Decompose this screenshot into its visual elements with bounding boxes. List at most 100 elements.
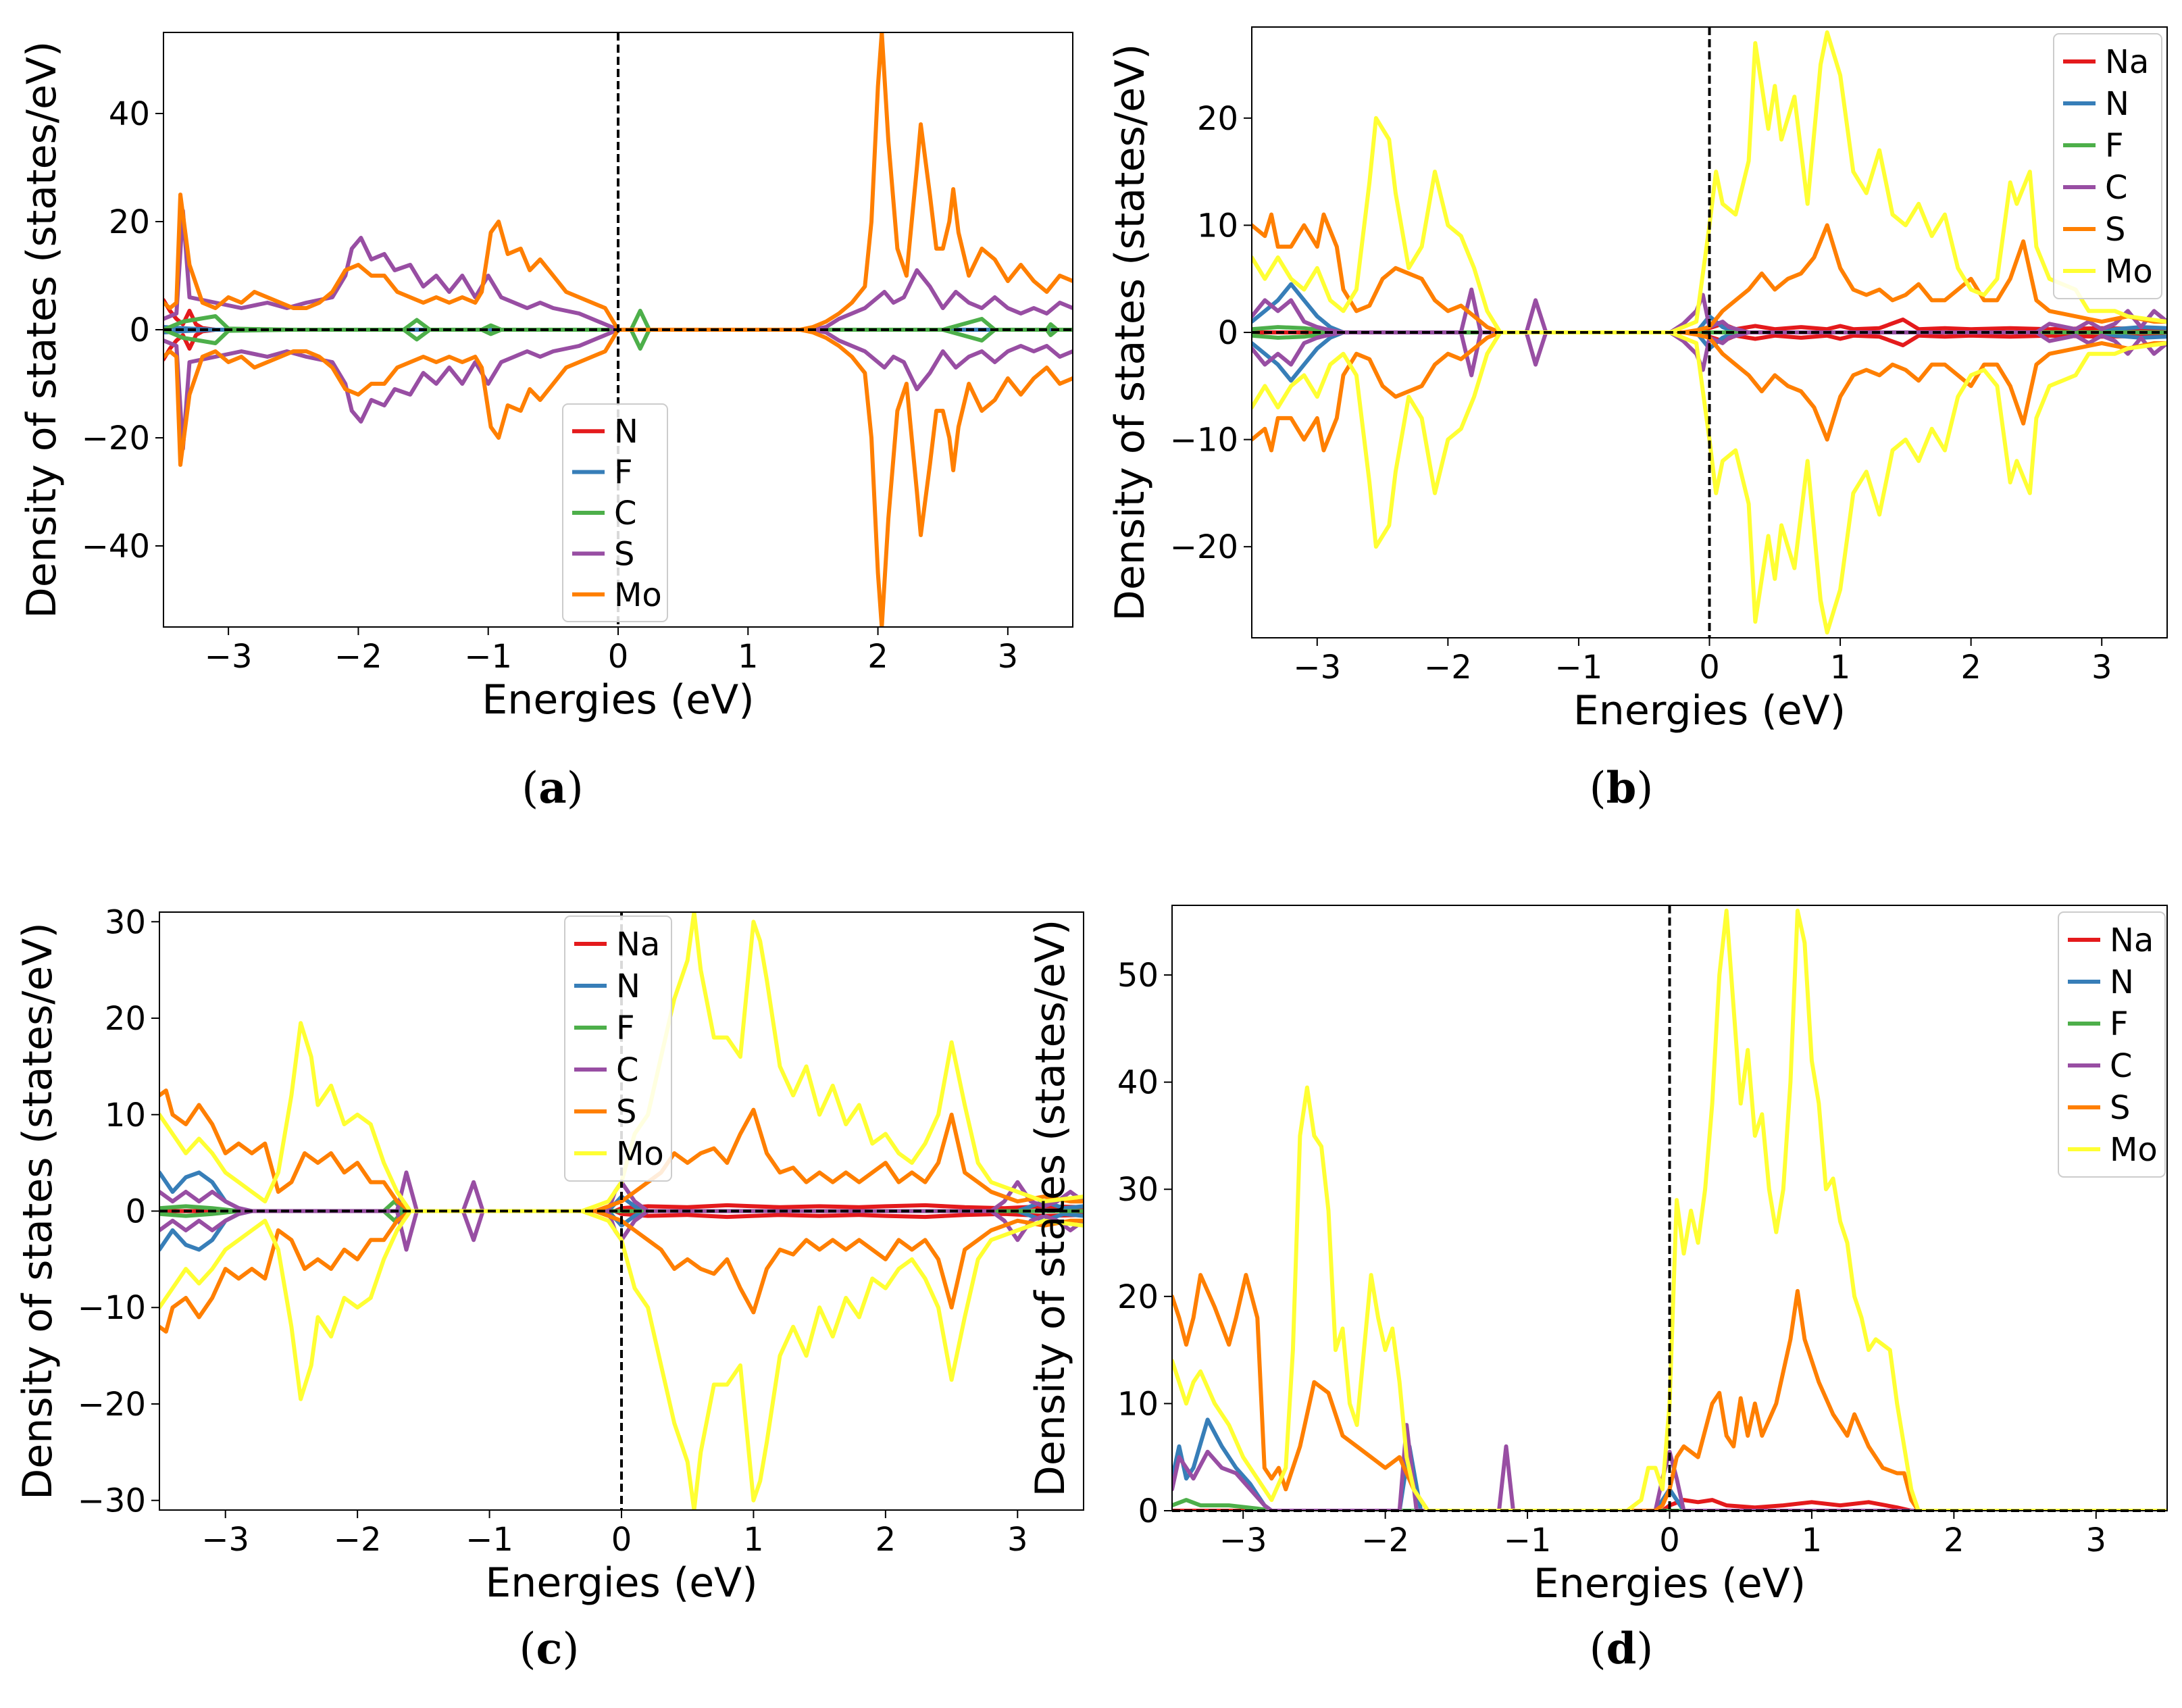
x-tick-label: 2 xyxy=(1944,1522,1964,1559)
x-tick-label: 0 xyxy=(608,638,629,676)
y-tick-label: 20 xyxy=(1197,100,1238,138)
y-tick-label: −30 xyxy=(78,1482,146,1520)
series-line-s-spin-up xyxy=(1252,212,2167,334)
x-tick-label: −2 xyxy=(1424,649,1472,686)
x-tick-label: −3 xyxy=(1219,1522,1267,1559)
series-line-f xyxy=(1172,1498,2167,1511)
y-tick-label: −20 xyxy=(1170,528,1238,566)
y-tick-label: 30 xyxy=(105,903,146,941)
legend-label-mo: Mo xyxy=(2110,1131,2158,1169)
series-line-mo-spin-up xyxy=(159,912,1084,1213)
series-line-mo xyxy=(1172,908,2167,1511)
caption-letter: b xyxy=(1606,763,1637,813)
y-tick-label: 10 xyxy=(1117,1385,1159,1423)
caption-letter: c xyxy=(536,1624,563,1674)
caption-close-paren: ) xyxy=(567,763,584,813)
legend-label-c: C xyxy=(614,495,637,532)
y-tick-label: 0 xyxy=(1217,314,1238,352)
legend-box xyxy=(564,915,672,1182)
y-tick-label: 20 xyxy=(105,1000,146,1038)
caption-open-paren: ( xyxy=(1590,763,1606,813)
y-tick-label: 40 xyxy=(109,95,150,133)
legend-label-na: Na xyxy=(2105,43,2149,81)
x-tick-label: 0 xyxy=(1659,1522,1680,1559)
legend-label-n: N xyxy=(614,413,638,451)
legend-label-n: N xyxy=(616,968,640,1005)
x-tick-label: 1 xyxy=(1802,1522,1823,1559)
caption-close-paren: ) xyxy=(1636,1624,1653,1674)
caption-letter: d xyxy=(1606,1624,1637,1674)
y-tick-label: 20 xyxy=(1117,1278,1159,1316)
y-tick-label: 10 xyxy=(1197,207,1238,245)
y-tick-label: 30 xyxy=(1117,1171,1159,1209)
legend-label-c: C xyxy=(2110,1047,2133,1085)
x-tick-label: 1 xyxy=(738,638,759,676)
y-tick-label: 0 xyxy=(1138,1492,1159,1530)
series-line-s-spin-down xyxy=(159,1209,1084,1334)
x-tick-label: −1 xyxy=(465,1521,513,1559)
legend-label-s: S xyxy=(616,1093,636,1131)
panel-caption: (c) xyxy=(519,1624,580,1674)
legend-label-f: F xyxy=(614,454,633,492)
legend-box xyxy=(562,403,668,622)
caption-letter: a xyxy=(538,763,566,813)
legend-label-c: C xyxy=(2105,169,2128,207)
legend-label-na: Na xyxy=(2110,922,2154,959)
panel-caption: (a) xyxy=(522,763,583,813)
x-tick-label: −1 xyxy=(464,638,512,676)
x-axis-label: Energies (eV) xyxy=(482,676,754,724)
legend-label-mo: Mo xyxy=(2105,253,2153,291)
legend-label-mo: Mo xyxy=(614,576,662,614)
x-tick-label: 1 xyxy=(1830,649,1851,686)
y-tick-label: 10 xyxy=(105,1097,146,1134)
x-tick-label: −2 xyxy=(1361,1522,1409,1559)
series-line-c xyxy=(1172,1423,2167,1511)
legend-label-f: F xyxy=(2110,1005,2129,1043)
series-line-s-spin-down xyxy=(163,328,1073,451)
x-tick-label: 3 xyxy=(2091,649,2112,686)
y-tick-label: −20 xyxy=(78,1386,146,1424)
y-tick-label: 40 xyxy=(1117,1064,1159,1102)
series-line-s-spin-down xyxy=(1252,330,2167,453)
x-tick-label: 0 xyxy=(611,1521,632,1559)
x-tick-label: −3 xyxy=(1293,649,1341,686)
x-tick-label: −1 xyxy=(1504,1522,1552,1559)
series-line-c-spin-up xyxy=(1252,287,2167,334)
x-tick-label: 2 xyxy=(1960,649,1981,686)
series-line-s-spin-up xyxy=(159,1088,1084,1213)
panel-caption: (b) xyxy=(1590,763,1654,813)
y-tick-label: −10 xyxy=(1170,422,1238,459)
legend-label-n: N xyxy=(2105,85,2129,123)
legend-label-s: S xyxy=(614,535,634,573)
x-tick-label: 0 xyxy=(1699,649,1720,686)
legend-label-n: N xyxy=(2110,963,2134,1001)
caption-open-paren: ( xyxy=(522,763,538,813)
plot-area xyxy=(159,912,1084,1510)
y-axis-label: Density of states (states/eV) xyxy=(14,922,61,1500)
caption-open-paren: ( xyxy=(1590,1624,1606,1674)
legend-label-f: F xyxy=(616,1009,635,1047)
y-axis-label: Density of states (states/eV) xyxy=(1107,44,1154,622)
x-tick-label: −1 xyxy=(1555,649,1603,686)
series-line-mo-spin-up xyxy=(163,32,1073,332)
series-line-c-spin-down xyxy=(1252,330,2167,378)
legend-label-na: Na xyxy=(616,926,660,963)
x-tick-label: −2 xyxy=(334,1521,382,1559)
legend-box xyxy=(2053,33,2162,299)
series-line-mo-spin-up xyxy=(1252,30,2167,334)
x-axis-label: Energies (eV) xyxy=(1573,687,1846,734)
legend-label-f: F xyxy=(2105,127,2124,165)
legend-label-s: S xyxy=(2105,211,2125,249)
series-line-mo-spin-down xyxy=(1252,330,2167,635)
series-line-na xyxy=(1172,1498,2167,1511)
y-axis-label: Density of states (states/eV) xyxy=(18,41,66,619)
y-tick-label: −40 xyxy=(82,528,150,566)
caption-close-paren: ) xyxy=(1636,763,1653,813)
